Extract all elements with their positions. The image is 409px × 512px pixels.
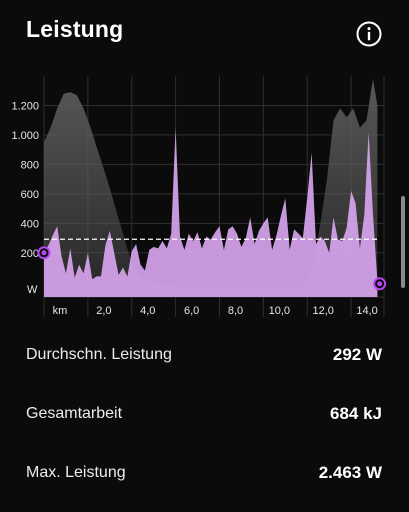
- chart-marker: [373, 277, 387, 291]
- y-tick-label: 400: [21, 218, 39, 230]
- stat-label: Durchschn. Leistung: [26, 346, 172, 363]
- info-circle-icon: [356, 21, 382, 47]
- y-tick-label: 600: [21, 189, 39, 201]
- x-tick-label: 14,0: [356, 305, 377, 317]
- x-tick-label: 8,0: [228, 305, 243, 317]
- marker-dot: [377, 281, 383, 287]
- marker-dot: [41, 250, 47, 256]
- x-tick-label: 4,0: [140, 305, 155, 317]
- y-axis-unit-label: W: [27, 284, 38, 296]
- x-tick-label: 12,0: [313, 305, 334, 317]
- stat-row-average-power: Durchschn. Leistung 292 W: [0, 328, 409, 388]
- stat-value: 292 W: [332, 345, 382, 364]
- power-chart-svg: 200 400 600 800 1.000 1.200 W km 2,0 4,0 6,0 8,0 10…: [11, 76, 387, 317]
- x-tick-label: 2,0: [96, 305, 111, 317]
- stat-value: 2.463 W: [318, 463, 382, 482]
- stat-label: Gesamtarbeit: [26, 405, 123, 422]
- chart-marker: [37, 246, 51, 260]
- power-chart[interactable]: 200 400 600 800 1.000 1.200 W km 2,0 4,0 6,0 8,0 10…: [0, 72, 409, 324]
- y-axis-ticks: 200 400 600 800 1.000 1.200 W: [11, 100, 39, 296]
- power-area: [44, 127, 378, 297]
- chart-markers: [37, 246, 387, 291]
- stat-value: 684 kJ: [330, 404, 382, 423]
- y-tick-label: 200: [21, 248, 39, 260]
- info-button[interactable]: [355, 20, 383, 48]
- x-tick-label: km: [53, 305, 68, 317]
- y-tick-label: 800: [21, 159, 39, 171]
- power-series: [44, 127, 378, 297]
- scrollbar[interactable]: [401, 196, 405, 288]
- y-tick-label: 1.200: [11, 100, 39, 112]
- x-tick-label: 6,0: [184, 305, 199, 317]
- stat-label: Max. Leistung: [26, 464, 126, 481]
- x-axis-ticks: km 2,0 4,0 6,0 8,0 10,0 12,0 14,0: [53, 305, 378, 317]
- x-tick-label: 10,0: [269, 305, 290, 317]
- stat-row-max-power: Max. Leistung 2.463 W: [0, 446, 409, 506]
- page-title: Leistung: [26, 16, 124, 42]
- stat-row-total-work: Gesamtarbeit 684 kJ: [0, 387, 409, 447]
- y-tick-label: 1.000: [11, 130, 39, 142]
- header: Leistung: [0, 0, 409, 64]
